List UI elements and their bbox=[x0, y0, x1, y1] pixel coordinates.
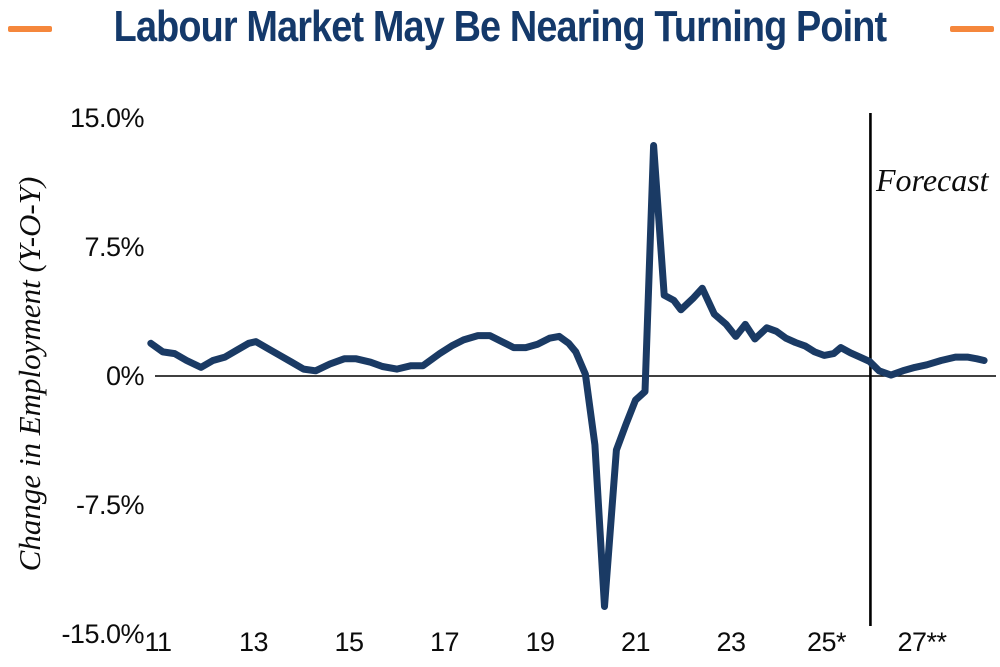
x-tick-label: 17 bbox=[429, 627, 460, 657]
employment-change-line bbox=[147, 142, 988, 610]
y-tick-label: 7.5% bbox=[84, 232, 144, 262]
x-tick-label: 27** bbox=[897, 627, 947, 657]
x-tick-label: 19 bbox=[525, 627, 555, 657]
chart-title: Labour Market May Be Nearing Turning Poi… bbox=[113, 2, 887, 51]
y-tick-label: 0% bbox=[105, 361, 145, 391]
y-tick-label: -7.5% bbox=[75, 490, 145, 520]
title-accent-dash-left bbox=[8, 26, 52, 32]
chart-header: Labour Market May Be Nearing Turning Poi… bbox=[0, 0, 1000, 70]
forecast-annotation-label: Forecast bbox=[876, 162, 989, 198]
y-tick-label: 15.0% bbox=[69, 103, 145, 133]
x-tick-label: 11 bbox=[144, 627, 172, 657]
x-tick-label: 13 bbox=[238, 627, 269, 657]
x-tick-label: 25* bbox=[806, 627, 847, 657]
title-accent-dash-right bbox=[950, 26, 994, 32]
y-tick-label: -15.0% bbox=[61, 619, 144, 649]
x-tick-label: 21 bbox=[620, 627, 651, 657]
x-tick-label: 15 bbox=[334, 627, 364, 657]
x-tick-label: 23 bbox=[716, 627, 746, 657]
